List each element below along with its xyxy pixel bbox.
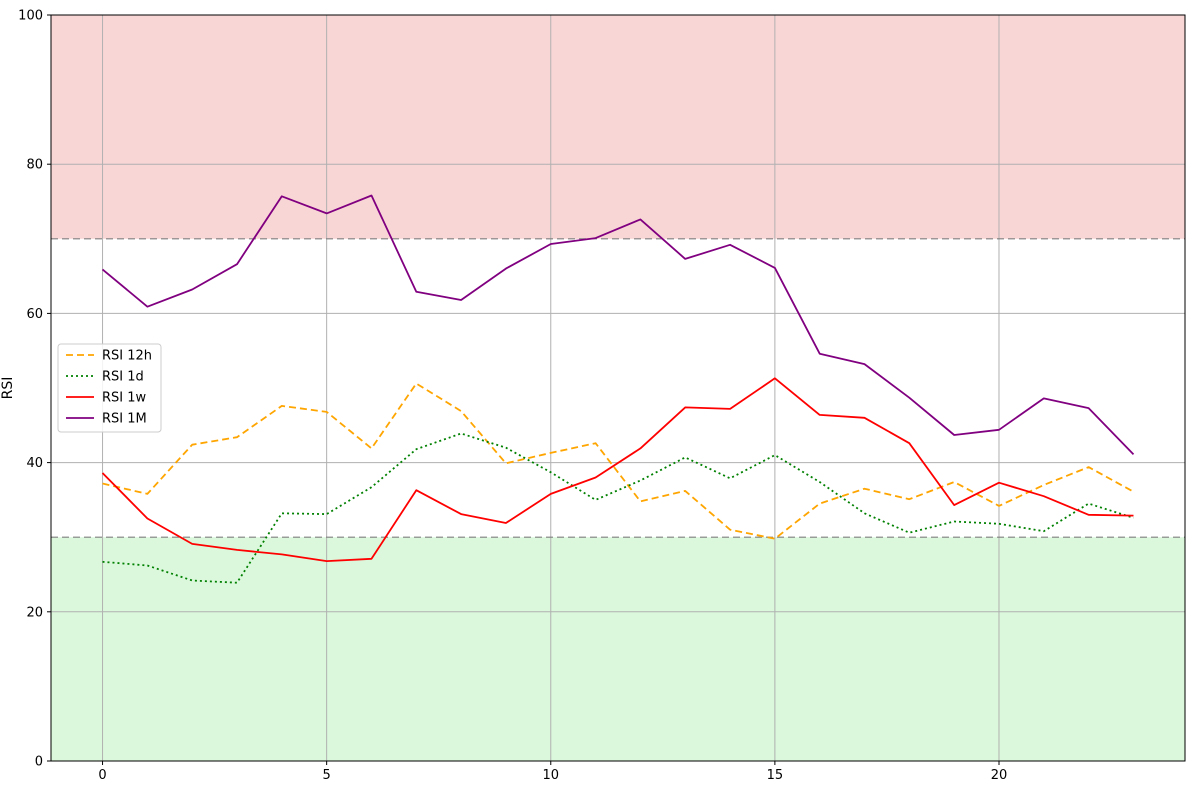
- reference-lines-layer: [51, 238, 1185, 538]
- y-tick-label: 100: [18, 9, 43, 24]
- x-tick-label: 5: [323, 768, 331, 783]
- legend-label-rsi-1w: RSI 1w: [102, 391, 147, 406]
- x-tick-label: 0: [98, 768, 106, 783]
- band-70-100: [51, 15, 1185, 239]
- plot-frame: [50, 14, 1186, 762]
- y-tick-label: 40: [26, 456, 43, 471]
- y-axis-label: RSI: [0, 377, 16, 400]
- series-layer: [101, 194, 1135, 584]
- y-tick-label: 80: [26, 158, 43, 173]
- ticks-layer: 0 5 10 15 20 0 20 40 60 80 100: [18, 9, 1007, 784]
- legend-label-rsi-1m: RSI 1M: [102, 412, 147, 427]
- x-tick-label: 20: [991, 768, 1008, 783]
- bands-layer: [51, 15, 1185, 761]
- x-tick-label: 15: [767, 768, 784, 783]
- series-line-rsi-1m: [101, 194, 1135, 456]
- band-0-30: [51, 537, 1185, 761]
- legend-label-rsi-12h: RSI 12h: [102, 349, 152, 364]
- x-tick-label: 10: [542, 768, 559, 783]
- y-tick-label: 60: [26, 307, 43, 322]
- legend: RSI 12h RSI 1d RSI 1w RSI 1M: [57, 343, 162, 433]
- series-line-rsi-1d: [102, 432, 1134, 584]
- legend-label-rsi-1d: RSI 1d: [102, 370, 144, 385]
- y-tick-label: 20: [26, 605, 43, 620]
- y-tick-label: 0: [35, 755, 43, 770]
- legend-box: [57, 343, 162, 433]
- series-line-rsi-1w: [101, 377, 1134, 562]
- series-line-rsi-12h: [102, 382, 1134, 540]
